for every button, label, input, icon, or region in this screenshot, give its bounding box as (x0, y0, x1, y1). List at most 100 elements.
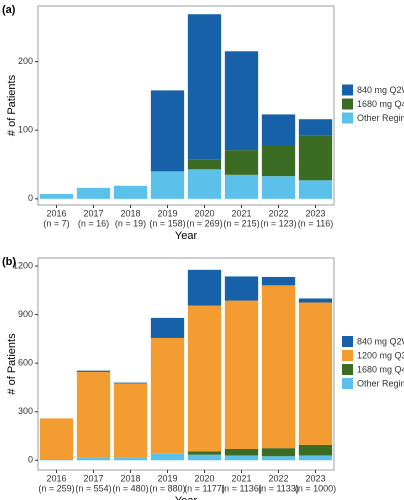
y-tick-label: 200 (18, 56, 33, 66)
legend-label: 1200 mg Q3W (357, 350, 404, 360)
legend-label: Other Regimen (357, 113, 404, 123)
bar-segment (298, 444, 333, 456)
bar-segment (150, 337, 185, 454)
x-tick-note: (n = 7) (43, 218, 69, 228)
bar-segment (298, 455, 333, 461)
legend-swatch (342, 350, 353, 361)
x-tick-label: 2021 (231, 473, 251, 483)
x-tick-label: 2023 (305, 208, 325, 218)
x-tick-label: 2018 (120, 473, 140, 483)
x-tick-label: 2020 (194, 473, 214, 483)
x-tick-label: 2017 (83, 473, 103, 483)
x-tick-note: (n = 158) (149, 218, 185, 228)
bar-segment (113, 383, 148, 458)
y-tick-label: 1200 (13, 260, 33, 270)
bar-segment (224, 300, 259, 449)
bar-segment (261, 285, 296, 449)
y-tick-label: 900 (18, 309, 33, 319)
bar-segment (298, 298, 333, 303)
x-tick-note: (n = 116) (298, 218, 334, 228)
bar-segment (187, 305, 222, 452)
bar-segment (298, 135, 333, 181)
bar-segment (39, 194, 74, 199)
y-tick-label: 100 (18, 125, 33, 135)
bar-segment (150, 171, 185, 199)
y-tick-label: 300 (18, 406, 33, 416)
y-tick-label: 600 (18, 358, 33, 368)
legend-label: 840 mg Q2W (357, 85, 404, 95)
y-tick-label: 0 (28, 455, 33, 465)
x-tick-label: 2020 (194, 208, 214, 218)
bar-segment (76, 457, 111, 461)
x-tick-note: (n = 16) (78, 218, 109, 228)
x-tick-note: (n = 1133) (258, 483, 299, 493)
bar-segment (261, 145, 296, 177)
x-tick-label: 2023 (305, 473, 325, 483)
bar-segment (261, 456, 296, 461)
bar-segment (298, 119, 333, 136)
legend-swatch (342, 112, 353, 124)
bar-segment (224, 455, 259, 461)
x-tick-label: 2016 (46, 208, 66, 218)
bar-segment (39, 458, 74, 461)
x-tick-label: 2016 (46, 473, 66, 483)
y-axis-title: # of Patients (6, 333, 18, 395)
bar-segment (187, 14, 222, 160)
legend-label: 1680 mg Q4W (357, 364, 404, 374)
x-tick-note: (n = 19) (115, 218, 146, 228)
bar-segment (150, 317, 185, 338)
x-tick-note: (n = 215) (223, 218, 259, 228)
bar-segment (261, 114, 296, 146)
x-tick-note: (n = 1000) (295, 483, 336, 493)
x-tick-note: (n = 480) (112, 483, 148, 493)
x-tick-label: 2022 (268, 473, 288, 483)
bar-segment (187, 159, 222, 170)
bar-segment (187, 454, 222, 461)
bar-segment (150, 90, 185, 172)
legend-swatch (342, 336, 353, 347)
bar-segment (187, 169, 222, 199)
x-tick-label: 2019 (157, 473, 177, 483)
x-tick-label: 2018 (120, 208, 140, 218)
bar-segment (298, 302, 333, 445)
legend-swatch (342, 378, 353, 389)
legend-label: 840 mg Q2W (357, 336, 404, 346)
bar-segment (224, 51, 259, 151)
legend-swatch (342, 98, 353, 110)
x-tick-note: (n = 1136) (221, 483, 262, 493)
bar-segment (261, 176, 296, 199)
bar-segment (76, 371, 111, 458)
x-tick-note: (n = 880) (149, 483, 185, 493)
panel-label: (a) (2, 4, 16, 16)
bar-segment (113, 457, 148, 461)
x-tick-note: (n = 554) (75, 483, 111, 493)
bar-segment (261, 448, 296, 457)
legend-label: Other Regimen (357, 378, 404, 388)
bar-segment (39, 418, 74, 459)
bar-segment (224, 174, 259, 199)
x-tick-label: 2022 (268, 208, 288, 218)
legend-swatch (342, 84, 353, 96)
bar-segment (113, 382, 148, 384)
x-tick-label: 2021 (231, 208, 251, 218)
bar-segment (76, 370, 111, 372)
x-axis-title: Year (175, 495, 198, 500)
x-tick-note: (n = 1177) (184, 483, 225, 493)
x-tick-label: 2017 (83, 208, 103, 218)
bar-segment (187, 269, 222, 306)
x-tick-label: 2019 (157, 208, 177, 218)
bar-segment (224, 150, 259, 175)
legend-label: 1680 mg Q4W (357, 99, 404, 109)
bar-segment (150, 453, 185, 461)
x-axis-title: Year (175, 230, 198, 242)
legend-swatch (342, 364, 353, 375)
bar-segment (298, 180, 333, 199)
x-tick-note: (n = 123) (260, 218, 296, 228)
bar-segment (261, 276, 296, 286)
bar-segment (224, 448, 259, 456)
y-axis-title: # of Patients (6, 74, 18, 136)
bar-segment (224, 276, 259, 301)
x-tick-note: (n = 259) (38, 483, 74, 493)
